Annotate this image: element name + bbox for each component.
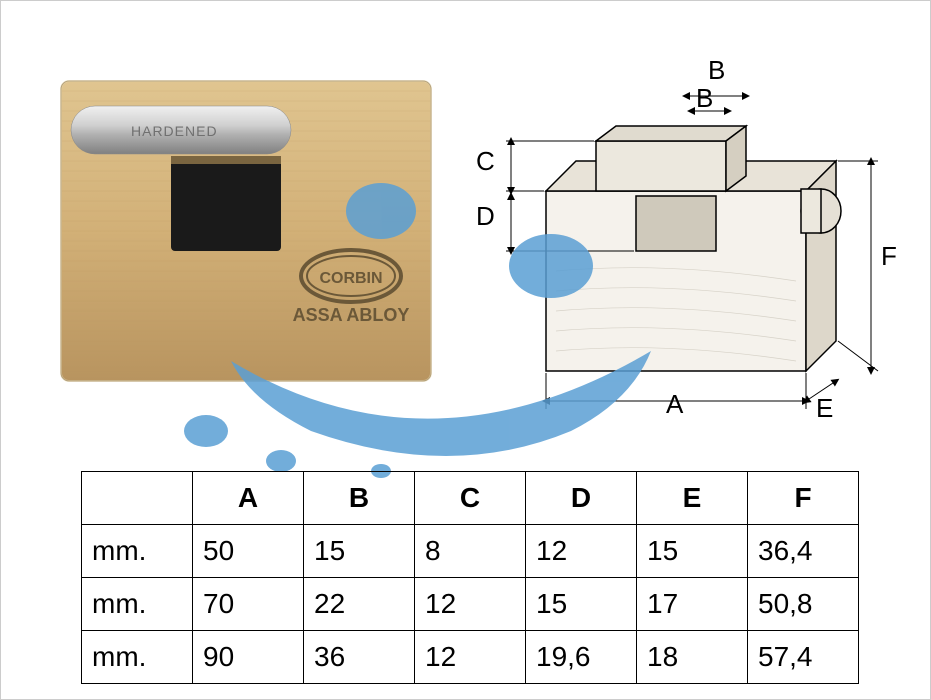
table-cell: 12 [415,578,526,631]
table-cell: 18 [637,631,748,684]
top-images-row: HARDENED CORBIN ASSA ABLOY [1,1,930,451]
dim-label-F: F [881,241,897,272]
table-cell: 15 [526,578,637,631]
table-cell: 50 [193,525,304,578]
table-cell: 8 [415,525,526,578]
table-cell: 57,4 [748,631,859,684]
technical-diagram: B B C D A E F [466,41,906,441]
table-header-row: A B C D E F [82,472,859,525]
dim-label-B2: B [696,83,713,114]
table-row: mm. 90 36 12 19,6 18 57,4 [82,631,859,684]
table-header: E [637,472,748,525]
dim-label-D: D [476,201,495,232]
dim-label-B: B [708,55,725,86]
brand-oval-text: CORBIN [319,270,382,287]
table-cell: 50,8 [748,578,859,631]
table-header: C [415,472,526,525]
product-photo: HARDENED CORBIN ASSA ABLOY [41,61,441,391]
table-cell: 15 [637,525,748,578]
table-header: B [304,472,415,525]
spec-table: A B C D E F mm. 50 15 8 12 15 36,4 mm. 7… [81,471,859,684]
table-header: F [748,472,859,525]
table-cell: mm. [82,525,193,578]
table-cell: 36 [304,631,415,684]
table-cell: 70 [193,578,304,631]
table-cell: mm. [82,578,193,631]
shackle-text: HARDENED [131,123,218,139]
dim-label-E: E [816,393,833,424]
table-header: D [526,472,637,525]
table-cell: 36,4 [748,525,859,578]
table-row: mm. 70 22 12 15 17 50,8 [82,578,859,631]
dim-label-A: A [666,389,683,420]
table-row: mm. 50 15 8 12 15 36,4 [82,525,859,578]
table-cell: mm. [82,631,193,684]
table-cell: 15 [304,525,415,578]
table-cell: 90 [193,631,304,684]
table-cell: 12 [415,631,526,684]
table-cell: 17 [637,578,748,631]
brand-sub-text: ASSA ABLOY [293,305,410,325]
dim-label-C: C [476,146,495,177]
table-cell: 12 [526,525,637,578]
table-header: A [193,472,304,525]
table-cell: 22 [304,578,415,631]
table-header [82,472,193,525]
table-cell: 19,6 [526,631,637,684]
